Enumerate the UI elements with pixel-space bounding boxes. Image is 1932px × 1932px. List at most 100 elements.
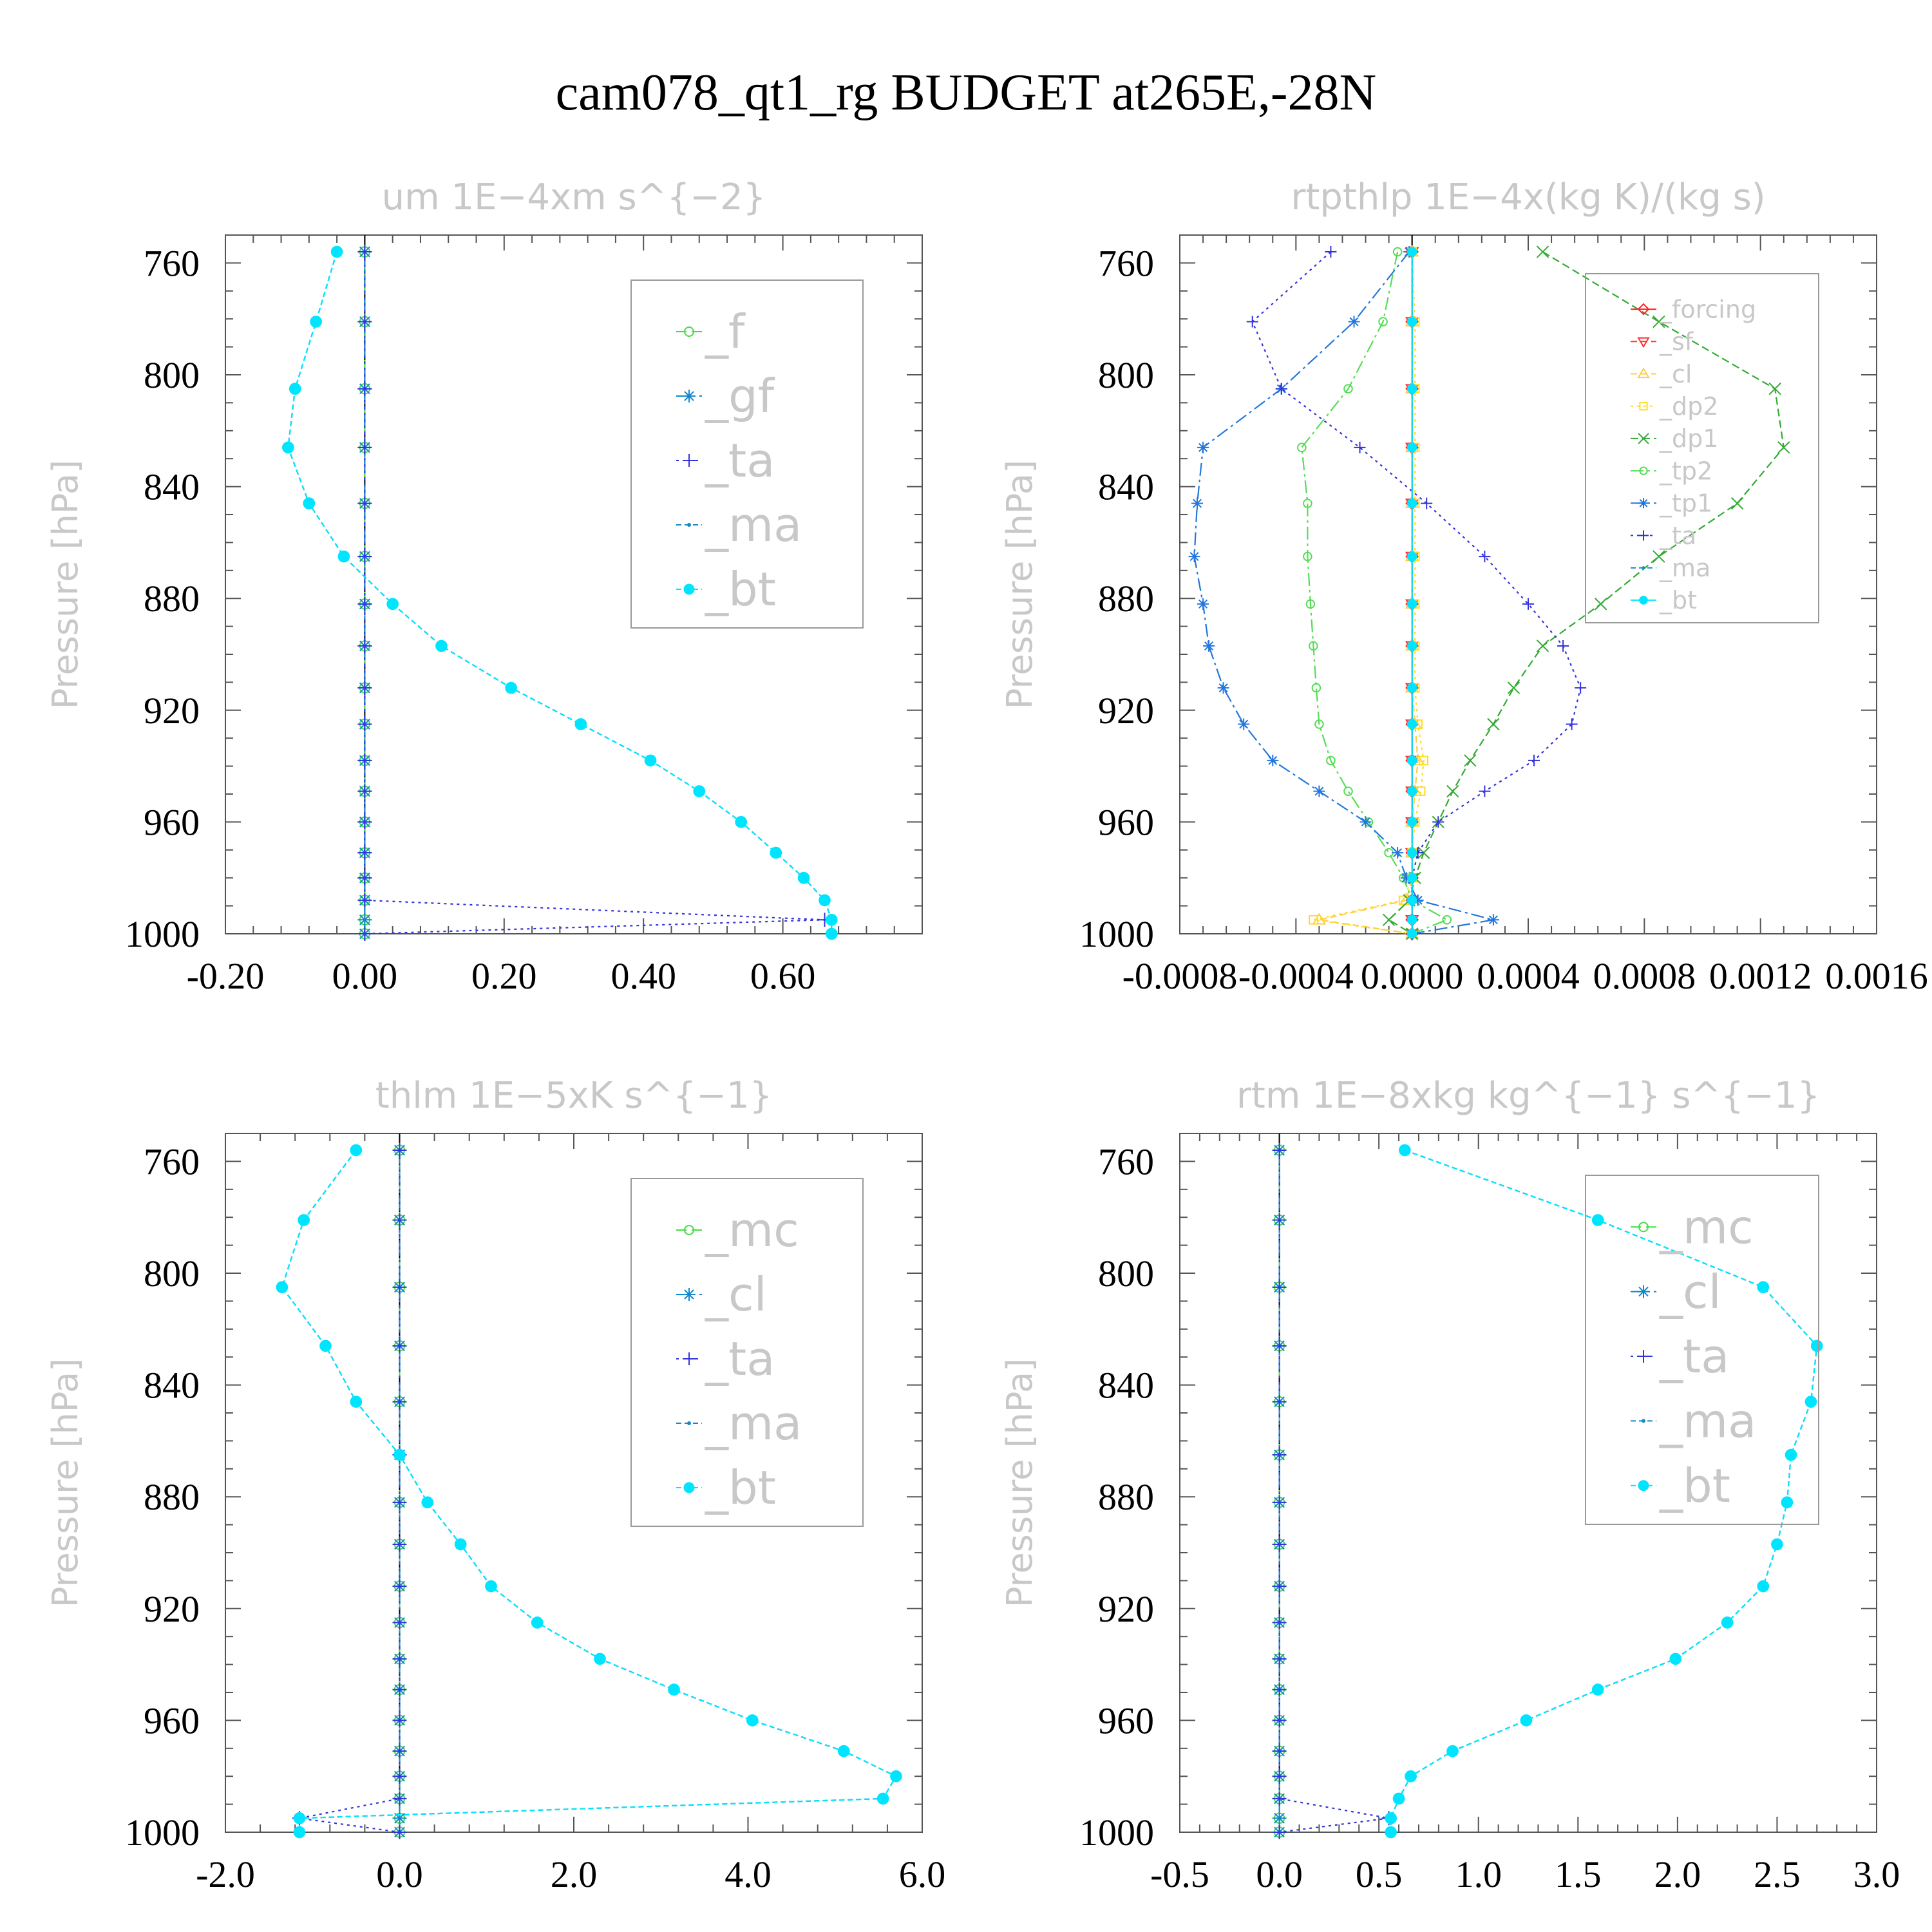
data-point [350, 1396, 363, 1408]
series-line [1251, 251, 1582, 934]
data-point [392, 1280, 407, 1294]
data-point [1771, 1538, 1783, 1551]
y-tick-label: 800 [144, 1253, 200, 1294]
legend-box [630, 279, 864, 629]
data-point [357, 927, 372, 941]
data-point [392, 1713, 407, 1728]
y-tick-label: 1000 [125, 913, 200, 955]
data-point [770, 846, 782, 859]
x-tick-label: 1.0 [1455, 1853, 1502, 1895]
data-point [644, 754, 657, 767]
data-point [1479, 551, 1491, 563]
series-line [299, 1150, 401, 1833]
data-point [1595, 598, 1607, 611]
legend-box [1585, 273, 1819, 623]
data-point [1343, 384, 1353, 394]
x-tick-label: -0.0008 [1122, 955, 1238, 997]
legend-label: _dp1 [1659, 424, 1718, 453]
legend-entry: _cl [676, 1267, 767, 1321]
x-tick-label: 0.0004 [1477, 955, 1580, 997]
series-line [1387, 251, 1785, 934]
data-point [1272, 1579, 1287, 1594]
data-point [1325, 246, 1337, 258]
series-ta [1246, 246, 1587, 940]
data-point [1757, 1580, 1770, 1593]
data-point [1343, 786, 1353, 796]
series-bt [1385, 1144, 1823, 1839]
data-point [357, 681, 372, 696]
data-point [392, 1338, 407, 1353]
legend-label: _dp2 [1659, 392, 1718, 421]
data-point [1407, 786, 1417, 797]
data-point [1804, 1396, 1817, 1408]
data-point [1303, 498, 1312, 508]
data-point [505, 681, 517, 694]
data-point [1407, 929, 1417, 939]
y-axis-label: Pressure [hPa] [45, 460, 86, 709]
data-point [1419, 755, 1428, 766]
data-point [1507, 681, 1520, 694]
legend-marker [1637, 1285, 1650, 1298]
x-tick-label: 0.5 [1356, 1853, 1403, 1895]
panel-4: rtm 1E−8xkg kg^{−1} s^{−1} Pressure [hPa]… [999, 1075, 1900, 1895]
data-point [293, 1812, 306, 1824]
data-point [310, 316, 323, 328]
data-point [1407, 641, 1417, 651]
legend-label: _cl [705, 1267, 767, 1321]
y-tick-label: 800 [1098, 354, 1154, 396]
data-point [1405, 1770, 1417, 1783]
legend-entry: _forcing [1631, 295, 1756, 323]
data-point [1536, 245, 1549, 258]
data-point [1392, 847, 1404, 859]
data-point [668, 1683, 680, 1696]
data-point [1407, 683, 1417, 693]
x-tick-label: 6.0 [899, 1853, 946, 1895]
data-point [1382, 913, 1396, 927]
legend-label: _tp2 [1659, 457, 1712, 485]
y-tick-label: 920 [1098, 690, 1154, 732]
x-tick-label: 4.0 [724, 1853, 772, 1895]
x-tick-label: 0.20 [471, 955, 537, 997]
panels-group: um 1E−4xm s^{−2} Pressure [hPa] 760 800 840 8… [45, 176, 1928, 1895]
data-point [357, 846, 372, 860]
legend-entry: _cl [1631, 360, 1692, 388]
data-point [1314, 719, 1324, 729]
legend-entry: _ta [676, 1332, 775, 1386]
legend-label: _ta [1659, 522, 1696, 550]
data-point [392, 1615, 407, 1630]
legend: _mc _cl _ta _ma _bt [630, 1178, 864, 1527]
legend-label: _forcing [1659, 295, 1756, 323]
data-point [1309, 915, 1318, 925]
data-point [1217, 682, 1229, 694]
data-point [1272, 1651, 1287, 1666]
data-point [1309, 641, 1318, 651]
data-point [1272, 1394, 1287, 1409]
y-tick-label: 920 [144, 690, 200, 732]
data-point [1407, 755, 1417, 766]
data-point [1446, 1745, 1459, 1757]
data-point [1385, 1826, 1397, 1839]
data-point [1412, 894, 1424, 906]
series-line [1193, 251, 1494, 935]
x-tick-label: 0.0 [1256, 1853, 1303, 1895]
data-point [357, 638, 372, 653]
y-tick-label: 760 [144, 1141, 200, 1182]
data-point [357, 549, 372, 564]
y-tick-label: 960 [144, 1700, 200, 1741]
legend-marker [687, 523, 691, 527]
x-tick-label: 0.0000 [1361, 955, 1464, 997]
data-point [1768, 382, 1781, 395]
legend-label: _bt [705, 562, 776, 616]
legend-entry: _bt [676, 1461, 776, 1515]
data-point [1272, 1825, 1287, 1839]
x-tick-label: -2.0 [196, 1853, 255, 1895]
legend-entry: _cl [1631, 1265, 1721, 1319]
data-point [746, 1714, 759, 1727]
data-point [1188, 551, 1200, 563]
legend-label: _bt [1659, 586, 1697, 614]
panel-3: thlm 1E−5xK s^{−1} Pressure [hPa] 760 800 84… [45, 1075, 945, 1895]
y-tick-label: 1000 [1079, 913, 1154, 955]
y-tick-label: 960 [144, 801, 200, 843]
data-point [1442, 915, 1452, 925]
